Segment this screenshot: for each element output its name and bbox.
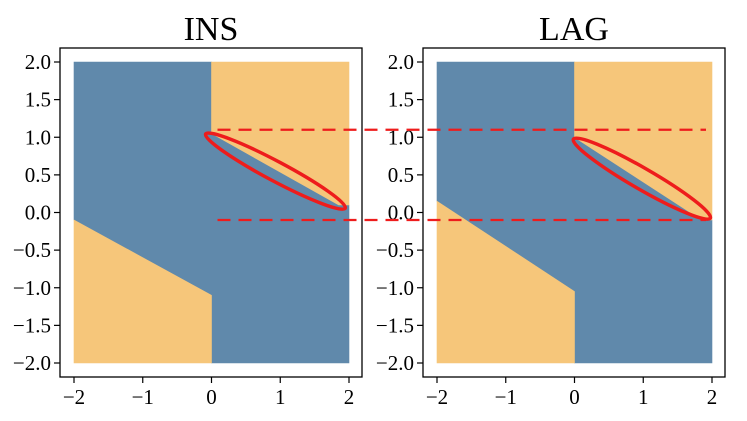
dashed-connectors — [217, 128, 706, 222]
y-tick-label: 1.5 — [388, 88, 414, 112]
panel-lag: −2 −1 0 1 22.01.51.00.50.0−0.5−1.0−1.5−2.0LA… — [376, 11, 726, 409]
y-tick-label: −1.0 — [376, 276, 414, 300]
y-tick-label: 0.0 — [25, 201, 51, 225]
x-tick-label: 1 — [275, 385, 286, 409]
y-tick-label: 2.0 — [388, 50, 414, 74]
y-tick-label: 1.0 — [25, 125, 51, 149]
y-tick-label: 2.0 — [25, 50, 51, 74]
y-tick-label: 1.5 — [25, 88, 51, 112]
y-tick-label: −2.0 — [376, 351, 414, 375]
x-tick-label: −1 — [495, 385, 517, 409]
x-tick-label: −2 — [426, 385, 448, 409]
y-tick-label: 0.5 — [25, 163, 51, 187]
y-tick-label: 0.5 — [388, 163, 414, 187]
highlight-ellipse — [203, 131, 348, 211]
y-tick-label: −1.0 — [13, 276, 51, 300]
x-tick-label: 2 — [707, 385, 718, 409]
x-tick-label: 2 — [344, 385, 355, 409]
y-tick-label: −2.0 — [13, 351, 51, 375]
panel-ins: −2 −1 0 1 2 2.0 1.5 1.0 0.5 0.0 −0.5 −1.0 −1.5 −2.0 IN… — [13, 11, 363, 409]
y-tick-label: −1.5 — [376, 313, 414, 337]
y-tick-label: −1.5 — [13, 313, 51, 337]
x-tick-label: 0 — [569, 385, 580, 409]
y-tick-label: −0.5 — [376, 238, 414, 262]
x-tick-label: −1 — [132, 385, 154, 409]
highlight-ellipse — [571, 136, 713, 221]
y-tick-label: −0.5 — [13, 238, 51, 262]
chart-title: INS — [184, 11, 239, 48]
x-tick-label: −2 — [63, 385, 85, 409]
region-orange-2 — [73, 219, 212, 364]
chart-title: LAG — [539, 11, 609, 48]
region-orange-2 — [436, 200, 575, 364]
x-tick-label: 0 — [206, 385, 217, 409]
x-tick-label: 1 — [638, 385, 649, 409]
